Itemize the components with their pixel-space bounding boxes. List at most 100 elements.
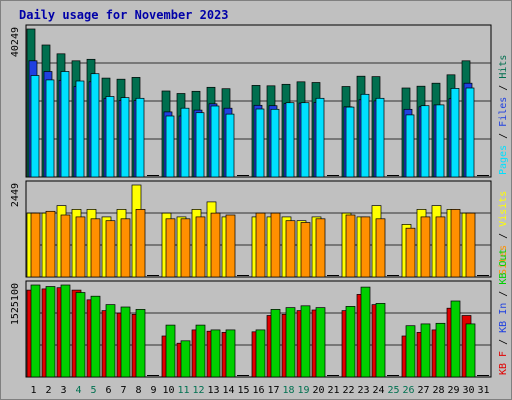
bar-zero-31 — [477, 275, 489, 276]
bar-zero-21 — [327, 375, 339, 376]
bar-pages-4 — [75, 80, 85, 178]
bar-kb-out-18 — [285, 307, 296, 378]
bar-kb-out-23 — [360, 286, 371, 378]
bar-sites-30 — [465, 212, 476, 278]
bar-kb-out-1 — [30, 284, 41, 378]
bar-kb-out-17 — [270, 309, 281, 378]
x-tick-30: 30 — [462, 385, 474, 396]
x-tick-19: 19 — [297, 385, 309, 396]
legend-entry: / — [498, 79, 509, 97]
x-tick-25: 25 — [387, 385, 399, 396]
x-tick-16: 16 — [252, 385, 264, 396]
bar-sites-5 — [90, 218, 101, 278]
ymax-label: 40249 — [10, 27, 21, 57]
bar-pages-3 — [60, 71, 70, 178]
legend-kbin-kbout: KB F / KB In / KB Out — [498, 249, 509, 375]
legend-entry: Pages — [498, 145, 509, 175]
bar-zero-9 — [147, 275, 159, 276]
x-tick-31: 31 — [477, 385, 489, 396]
bar-sites-19 — [300, 222, 311, 278]
bar-kb-out-12 — [195, 324, 206, 378]
bar-kb-out-22 — [345, 306, 356, 378]
ymax-label: 1525100 — [10, 283, 21, 325]
x-tick-15: 15 — [237, 385, 249, 396]
bar-kb-out-6 — [105, 304, 116, 378]
bar-kb-out-8 — [135, 309, 146, 378]
x-tick-1: 1 — [30, 385, 36, 396]
legend-entry: / — [498, 333, 509, 351]
bar-kb-out-7 — [120, 306, 131, 378]
bar-pages-5 — [90, 73, 100, 178]
bar-pages-24 — [375, 97, 385, 178]
bar-sites-14 — [225, 214, 236, 278]
chart-title: Daily usage for November 2023 — [19, 8, 229, 22]
legend-entry: Files — [498, 97, 509, 127]
bar-sites-18 — [285, 220, 296, 278]
bar-zero-9 — [147, 375, 159, 376]
legend-entry: Hits — [498, 55, 509, 79]
x-tick-21: 21 — [327, 385, 339, 396]
legend-entry: KB F — [498, 351, 509, 375]
bar-sites-24 — [375, 218, 386, 278]
bar-kb-out-28 — [435, 322, 446, 378]
bar-zero-31 — [477, 175, 489, 176]
bar-pages-8 — [135, 97, 145, 178]
bar-sites-4 — [75, 216, 86, 278]
bar-pages-2 — [45, 79, 55, 178]
bar-kb-out-2 — [45, 286, 56, 378]
bar-kb-out-5 — [90, 295, 101, 378]
bar-kb-out-30 — [465, 323, 476, 378]
bar-kb-out-10 — [165, 324, 176, 378]
x-tick-28: 28 — [432, 385, 444, 396]
legend-entry: / — [498, 285, 509, 303]
bar-sites-10 — [165, 218, 176, 278]
bar-sites-8 — [135, 209, 146, 278]
bar-pages-29 — [450, 88, 460, 178]
bar-kb-out-29 — [450, 300, 461, 378]
bar-pages-6 — [105, 96, 115, 178]
bar-zero-25 — [387, 375, 399, 376]
x-tick-22: 22 — [342, 385, 354, 396]
bar-pages-7 — [120, 97, 130, 178]
ymax-label: 2449 — [10, 183, 21, 207]
x-tick-26: 26 — [402, 385, 414, 396]
x-tick-13: 13 — [207, 385, 219, 396]
legend-entry: Sites — [498, 245, 509, 275]
legend-visits-sites: Sites / Visits — [498, 191, 509, 275]
legend-entry: / — [498, 127, 509, 145]
legend-entry: Visits — [498, 191, 509, 227]
x-tick-10: 10 — [162, 385, 174, 396]
bar-pages-28 — [435, 104, 445, 178]
bar-pages-27 — [420, 105, 430, 178]
bar-kb-out-11 — [180, 340, 191, 378]
bar-pages-13 — [210, 105, 220, 178]
bar-sites-12 — [195, 216, 206, 278]
bar-sites-22 — [345, 214, 356, 278]
bar-kb-out-16 — [255, 329, 266, 378]
bar-sites-13 — [210, 212, 221, 278]
x-tick-11: 11 — [177, 385, 189, 396]
bar-zero-9 — [147, 175, 159, 176]
bar-pages-19 — [300, 102, 310, 178]
x-tick-3: 3 — [60, 385, 66, 396]
x-tick-5: 5 — [90, 385, 96, 396]
bar-pages-16 — [255, 108, 265, 178]
bar-sites-16 — [255, 212, 266, 278]
bar-kb-out-3 — [60, 284, 71, 378]
bar-zero-21 — [327, 275, 339, 276]
bar-sites-17 — [270, 212, 281, 278]
x-tick-20: 20 — [312, 385, 324, 396]
bar-pages-10 — [165, 115, 175, 178]
bar-zero-21 — [327, 175, 339, 176]
x-tick-23: 23 — [357, 385, 369, 396]
bar-zero-15 — [237, 175, 249, 176]
legend-entry: / — [498, 227, 509, 245]
bar-sites-3 — [60, 214, 71, 278]
bar-pages-14 — [225, 113, 235, 178]
x-tick-29: 29 — [447, 385, 459, 396]
legend-entry: KB Out — [498, 249, 509, 285]
bar-sites-6 — [105, 220, 116, 278]
bar-pages-20 — [315, 97, 325, 178]
